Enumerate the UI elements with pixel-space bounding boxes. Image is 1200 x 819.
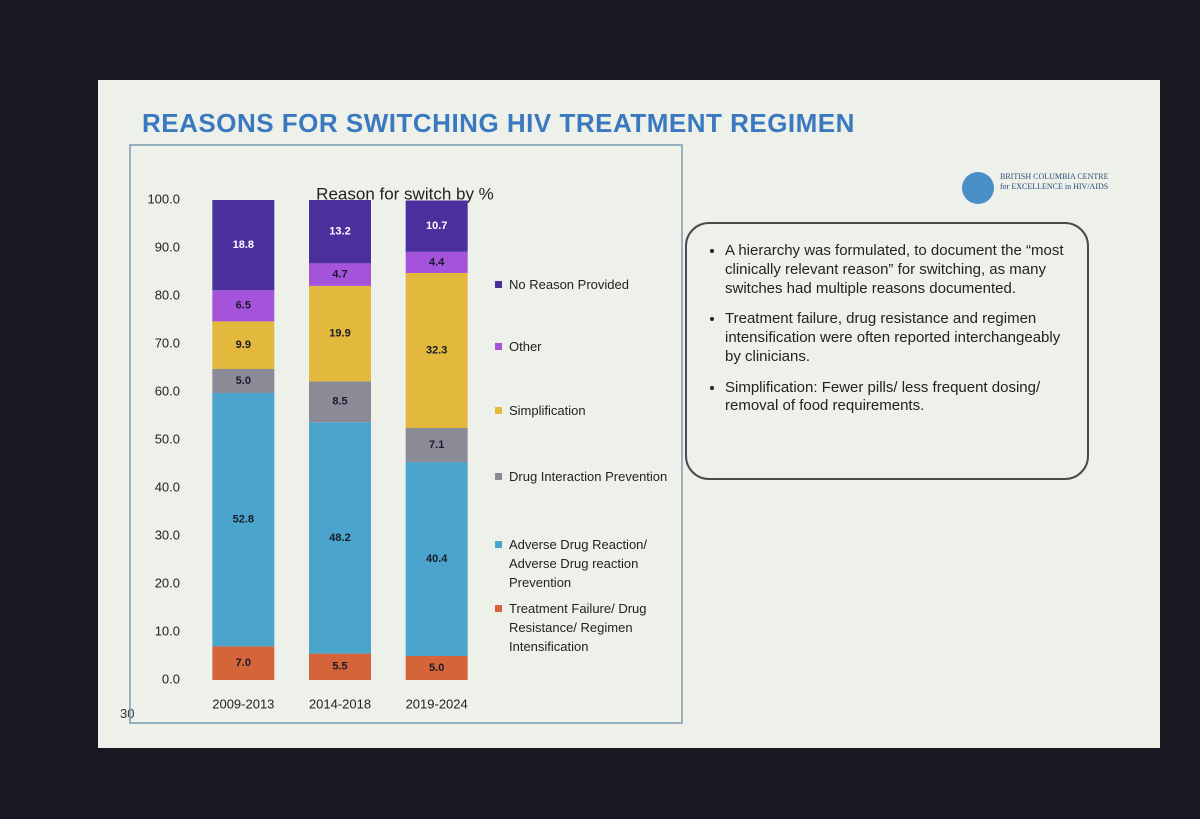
legend-label: Drug Interaction Prevention [509, 469, 668, 484]
bullet: Treatment failure, drug resistance and r… [725, 310, 1067, 366]
logo-text: BRITISH COLUMBIA CENTRE for EXCELLENCE i… [1000, 172, 1109, 192]
bullet-box: A hierarchy was formulated, to document … [685, 222, 1089, 480]
bar-segment [405, 428, 468, 463]
legend-swatch [495, 541, 502, 548]
value-label: 10.7 [426, 220, 447, 232]
bar-segment [309, 422, 371, 654]
value-label: 13.2 [329, 226, 350, 238]
y-tick-label: 30.0 [155, 527, 180, 542]
y-tick-label: 100.0 [147, 191, 180, 206]
legend-entry: Drug Interaction Prevention [495, 468, 684, 487]
value-label: 5.0 [429, 662, 444, 674]
legend-swatch [495, 343, 502, 350]
bar-segment [405, 251, 468, 273]
value-label: 5.5 [332, 661, 347, 673]
x-tick-label: 2014-2018 [309, 696, 371, 711]
value-label: 18.8 [233, 239, 254, 251]
value-label: 8.5 [332, 396, 347, 408]
legend-entry: Simplification [495, 402, 684, 421]
value-label: 52.8 [233, 514, 254, 526]
logo-icon [962, 172, 994, 204]
value-label: 4.7 [332, 269, 347, 281]
y-tick-label: 60.0 [155, 383, 180, 398]
legend-entry: No Reason Provided [495, 276, 684, 295]
legend-entry: Other [495, 338, 684, 357]
legend-swatch [495, 281, 502, 288]
value-label: 19.9 [329, 328, 350, 340]
bar-segment [309, 381, 371, 423]
value-label: 7.1 [429, 439, 444, 451]
value-label: 9.9 [236, 339, 251, 351]
value-label: 5.0 [236, 375, 251, 387]
legend-label: Other [509, 339, 542, 354]
y-tick-label: 0.0 [162, 671, 180, 686]
legend-label: Adverse Drug Reaction/ Adverse Drug reac… [509, 537, 648, 590]
y-tick-label: 70.0 [155, 335, 180, 350]
bar-segment [212, 200, 275, 291]
bullet: Simplification: Fewer pills/ less freque… [725, 379, 1067, 417]
legend-swatch [495, 473, 502, 480]
value-label: 40.4 [426, 553, 448, 565]
y-tick-label: 50.0 [155, 431, 180, 446]
value-label: 4.4 [429, 256, 445, 268]
legend-label: Treatment Failure/ Drug Resistance/ Regi… [509, 601, 647, 654]
value-label: 32.3 [426, 344, 447, 356]
x-tick-label: 2019-2024 [406, 696, 468, 711]
legend-label: Simplification [509, 403, 586, 418]
bar-segment [405, 656, 468, 680]
bar-segment [405, 272, 468, 428]
slide-title: REASONS FOR SWITCHING HIV TREATMENT REGI… [142, 108, 855, 138]
value-label: 6.5 [236, 300, 251, 312]
bar-segment [212, 290, 275, 322]
value-label: 7.0 [236, 657, 251, 669]
bar-segment [212, 321, 275, 369]
bullet: A hierarchy was formulated, to document … [725, 242, 1067, 298]
value-label: 48.2 [329, 532, 350, 544]
page-number: 30 [120, 706, 135, 721]
bar-segment [309, 653, 371, 680]
chart-title: Reason for switch by % [316, 184, 494, 203]
y-tick-label: 80.0 [155, 287, 180, 302]
bar-segment [212, 392, 275, 647]
y-tick-label: 20.0 [155, 575, 180, 590]
bar-segment [309, 285, 371, 382]
bar-segment [405, 462, 468, 656]
legend-entry: Treatment Failure/ Drug Resistance/ Regi… [495, 600, 684, 657]
bar-segment [309, 263, 371, 286]
y-tick-label: 40.0 [155, 479, 180, 494]
bar-segment [212, 646, 275, 680]
x-tick-label: 2009-2013 [212, 696, 274, 711]
bar-segment [309, 200, 371, 264]
y-tick-label: 10.0 [155, 623, 180, 638]
legend-swatch [495, 605, 502, 612]
legend-entry: Adverse Drug Reaction/ Adverse Drug reac… [495, 536, 684, 593]
legend-swatch [495, 407, 502, 414]
bar-segment [405, 200, 468, 252]
legend-label: No Reason Provided [509, 277, 629, 292]
y-tick-label: 90.0 [155, 239, 180, 254]
chart-frame [129, 144, 683, 724]
bar-segment [212, 368, 275, 393]
